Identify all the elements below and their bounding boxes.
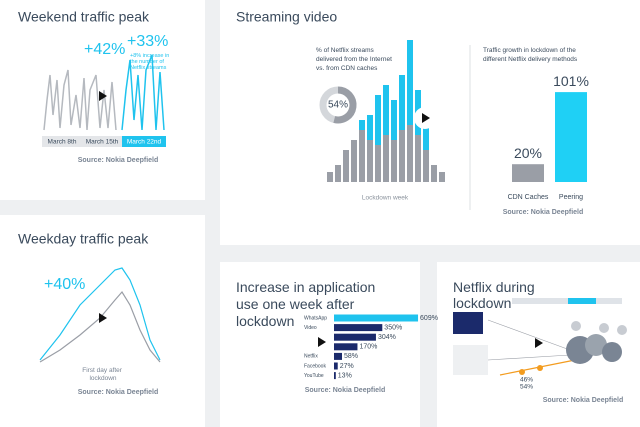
bar bbox=[334, 372, 336, 380]
value-label: 13% bbox=[338, 372, 352, 379]
source: Source: Nokia Deepfield bbox=[305, 387, 386, 394]
play-button[interactable] bbox=[318, 337, 326, 347]
category-label: Facebook bbox=[304, 363, 326, 369]
value-label: 20% bbox=[514, 145, 542, 161]
bar bbox=[334, 362, 338, 370]
date-band bbox=[122, 136, 166, 147]
caption: % of Netflix streams delivered from the … bbox=[316, 47, 394, 72]
bar bbox=[512, 164, 544, 182]
date-label: March 22nd bbox=[127, 139, 162, 146]
stat: 54% bbox=[520, 384, 533, 391]
bar bbox=[334, 333, 376, 341]
play-button[interactable] bbox=[422, 113, 430, 123]
source: Source: Nokia Deepfield bbox=[503, 209, 584, 216]
play-button[interactable] bbox=[535, 338, 543, 348]
card-title: Weekday traffic peak bbox=[18, 231, 149, 247]
category-label: Netflix bbox=[304, 354, 318, 360]
card-title: Netflix during lockdown bbox=[453, 279, 539, 311]
traffic-line bbox=[39, 290, 161, 363]
value-label: 101% bbox=[553, 73, 589, 89]
caption: Traffic growth in lockdown of the differ… bbox=[483, 47, 578, 63]
play-button[interactable] bbox=[99, 91, 107, 101]
caption: Lockdown week bbox=[362, 195, 409, 202]
card-title: Weekend traffic peak bbox=[18, 9, 150, 25]
source: Source: Nokia Deepfield bbox=[543, 397, 624, 404]
stat: 46% bbox=[520, 377, 533, 384]
note: +8% increase in the number of Netflix st… bbox=[130, 53, 171, 71]
source: Source: Nokia Deepfield bbox=[78, 157, 159, 164]
bar bbox=[334, 324, 383, 332]
category-label: Peering bbox=[559, 194, 583, 201]
card-title: Increase in application use one week aft… bbox=[236, 279, 379, 329]
date-label: March 8th bbox=[48, 139, 77, 146]
percent: +40% bbox=[44, 276, 85, 293]
play-button[interactable] bbox=[99, 313, 107, 323]
card[interactable] bbox=[0, 215, 205, 427]
traffic-line bbox=[121, 54, 165, 131]
percent: +42% bbox=[84, 41, 125, 58]
category-label: CDN Caches bbox=[508, 194, 549, 201]
card-title: Streaming video bbox=[236, 9, 337, 25]
date-label: March 15th bbox=[86, 139, 119, 146]
category-label: Video bbox=[304, 325, 317, 331]
bar bbox=[555, 92, 587, 182]
date-band bbox=[82, 136, 122, 147]
percent: +33% bbox=[127, 33, 168, 50]
date-band bbox=[42, 136, 82, 147]
bar bbox=[334, 352, 343, 360]
value-label: 27% bbox=[340, 363, 354, 370]
bar bbox=[334, 343, 358, 351]
value-label: 304% bbox=[378, 334, 396, 341]
histogram bbox=[327, 40, 445, 182]
category-label: YouTube bbox=[304, 373, 324, 379]
bar bbox=[334, 314, 419, 322]
donut-label: 54% bbox=[328, 100, 348, 111]
category-label: WhatsApp bbox=[304, 315, 327, 321]
donut-arc bbox=[333, 86, 357, 124]
value-label: 609% bbox=[420, 315, 438, 322]
traffic-line bbox=[39, 267, 161, 361]
value-label: 58% bbox=[344, 353, 358, 360]
value-label: 350% bbox=[384, 324, 402, 331]
value-label: 170% bbox=[359, 344, 377, 351]
network-diagram bbox=[453, 298, 627, 376]
caption: First day after lockdown bbox=[82, 367, 124, 382]
source: Source: Nokia Deepfield bbox=[78, 389, 159, 396]
